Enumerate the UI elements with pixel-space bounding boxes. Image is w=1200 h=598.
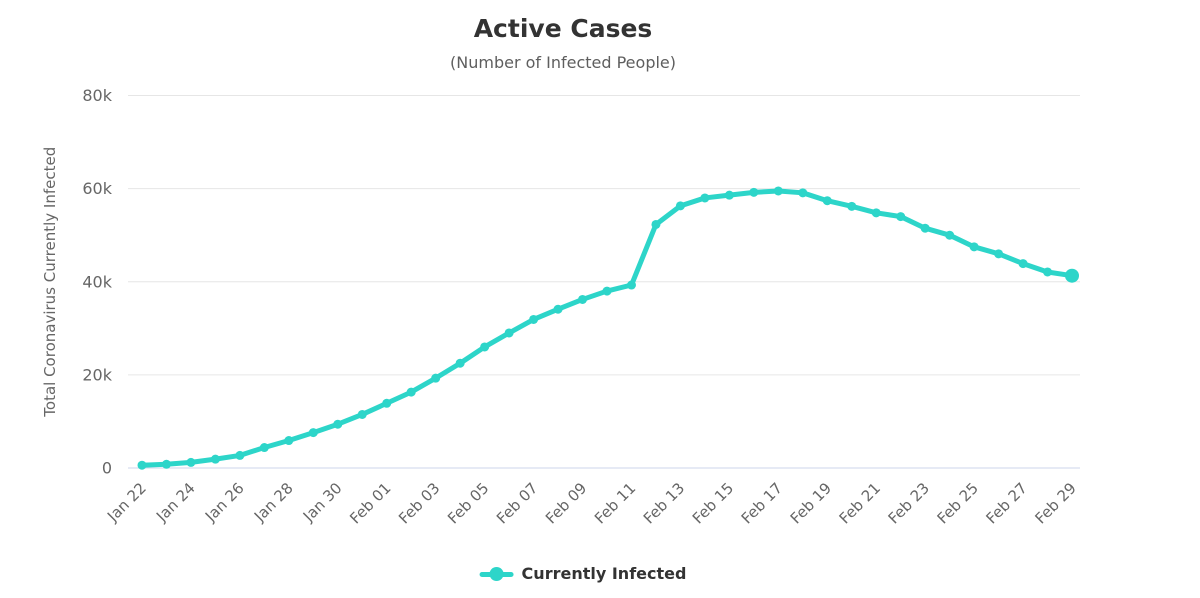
- data-point[interactable]: [382, 398, 392, 408]
- data-point-last[interactable]: [1065, 268, 1079, 283]
- y-tick-label: 80k: [82, 86, 112, 105]
- data-point[interactable]: [896, 212, 906, 222]
- data-point[interactable]: [724, 190, 734, 200]
- y-tick-label: 60k: [82, 179, 112, 198]
- x-tick-label: Jan 22: [103, 479, 150, 526]
- data-point[interactable]: [553, 304, 563, 314]
- x-tick-label: Feb 05: [444, 479, 492, 527]
- data-point[interactable]: [210, 454, 220, 464]
- x-tick-label: Jan 28: [250, 479, 297, 526]
- data-point[interactable]: [259, 443, 269, 453]
- x-tick-label: Feb 09: [542, 479, 590, 527]
- data-point[interactable]: [529, 314, 539, 324]
- data-point[interactable]: [333, 419, 343, 429]
- data-point[interactable]: [308, 428, 318, 438]
- x-tick-label: Feb 17: [738, 479, 786, 527]
- data-point[interactable]: [406, 387, 416, 397]
- y-tick-label: 20k: [82, 365, 112, 384]
- data-point[interactable]: [700, 193, 710, 203]
- y-axis-title: Total Coronavirus Currently Infected: [41, 147, 59, 418]
- data-point[interactable]: [847, 201, 857, 211]
- data-point[interactable]: [431, 373, 441, 383]
- legend-label: Currently Infected: [521, 564, 687, 583]
- data-point[interactable]: [798, 188, 808, 198]
- x-tick-label: Jan 24: [152, 479, 199, 526]
- x-tick-label: Feb 29: [1031, 479, 1079, 527]
- data-point[interactable]: [969, 242, 979, 252]
- data-point[interactable]: [578, 294, 588, 304]
- x-tick-label: Feb 19: [787, 479, 835, 527]
- series-line-currently-infected: [139, 188, 1075, 468]
- legend-series-marker-icon: [479, 566, 514, 581]
- x-tick-label: Feb 27: [982, 479, 1030, 527]
- y-tick-label: 0: [102, 459, 112, 478]
- data-point[interactable]: [994, 249, 1004, 259]
- x-tick-label: Feb 25: [934, 479, 982, 527]
- data-point[interactable]: [602, 286, 612, 296]
- x-tick-label: Feb 07: [493, 479, 541, 527]
- data-point[interactable]: [822, 196, 832, 206]
- data-point[interactable]: [626, 280, 636, 290]
- x-tick-label: Feb 23: [885, 479, 933, 527]
- x-tick-label: Jan 30: [299, 479, 346, 526]
- data-point[interactable]: [235, 450, 245, 460]
- chart-title: Active Cases: [473, 14, 653, 43]
- data-point[interactable]: [186, 457, 196, 467]
- x-tick-label: Feb 21: [836, 479, 884, 527]
- data-point[interactable]: [1043, 267, 1053, 277]
- data-point[interactable]: [284, 436, 294, 446]
- x-tick-label: Feb 15: [689, 479, 737, 527]
- x-tick-label: Feb 13: [640, 479, 688, 527]
- data-point[interactable]: [480, 342, 490, 352]
- chart-subtitle: (Number of Infected People): [450, 53, 676, 72]
- data-point[interactable]: [773, 186, 783, 196]
- x-tick-label: Jan 26: [201, 479, 248, 526]
- legend-item-currently-infected[interactable]: Currently Infected: [479, 564, 687, 583]
- y-tick-label: 40k: [82, 272, 112, 291]
- data-point[interactable]: [357, 409, 367, 419]
- data-point[interactable]: [920, 223, 930, 233]
- data-point[interactable]: [1018, 259, 1028, 269]
- data-point[interactable]: [749, 187, 759, 197]
- x-tick-label: Feb 11: [591, 479, 639, 527]
- data-point[interactable]: [504, 328, 514, 338]
- data-point[interactable]: [455, 358, 465, 368]
- data-point[interactable]: [161, 459, 171, 469]
- x-tick-label: Feb 01: [346, 479, 394, 527]
- data-point[interactable]: [651, 219, 661, 229]
- data-point[interactable]: [871, 208, 881, 218]
- data-point[interactable]: [945, 230, 955, 240]
- data-point[interactable]: [137, 460, 147, 470]
- x-tick-label: Feb 03: [395, 479, 443, 527]
- data-point[interactable]: [675, 201, 685, 211]
